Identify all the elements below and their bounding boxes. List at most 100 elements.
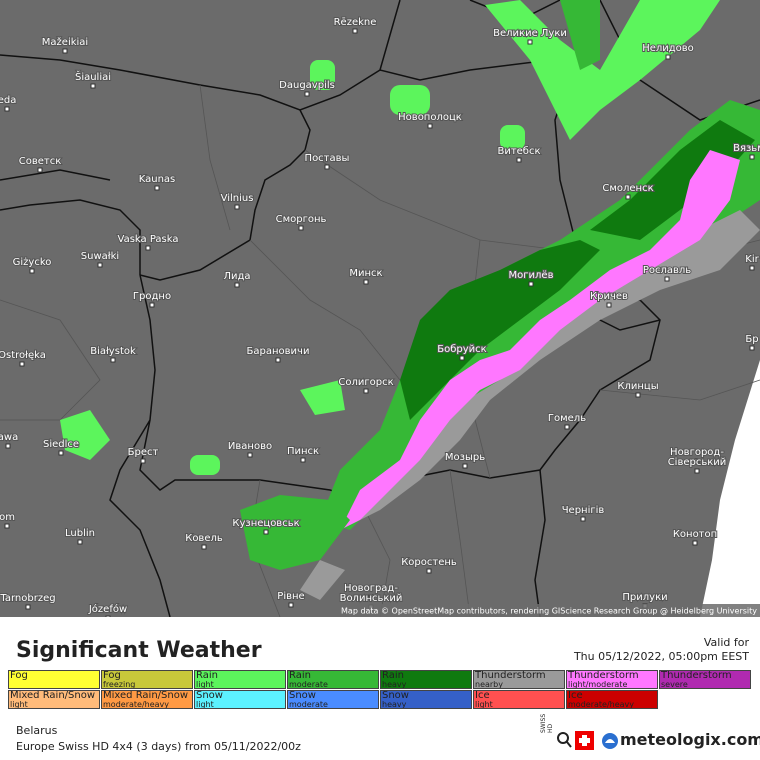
city-label: Мозырь [445,452,485,463]
city-label: Vaska Paska [118,234,179,245]
city-dot [459,355,465,361]
legend-detail: moderate [289,680,328,689]
legend-name: Thunderstorm [568,670,639,681]
city-label: Солигорск [338,377,393,388]
city-dot [363,388,369,394]
city-dot [564,424,570,430]
city-label: Конотоп [673,529,717,540]
city-dot [145,245,151,251]
legend-detail: severe [661,680,688,689]
city-label: Гродно [133,291,171,302]
city-dot [427,123,433,129]
brand: meteologix.com [620,730,760,749]
legend-name: Rain [382,670,404,681]
legend-name: Thunderstorm [475,670,546,681]
city-label: Лида [223,271,250,282]
city-dot [426,568,432,574]
legend-item: Rain moderate [287,670,379,689]
legend-item: Snow moderate [287,690,379,709]
city-label: Чернігів [562,504,605,516]
legend-item: Rain heavy [380,670,472,689]
legend-item: Snow heavy [380,690,472,709]
city-label: Вязьма [733,143,760,154]
city-dot [527,39,533,45]
city-dot [664,276,670,282]
city-dot [635,392,641,398]
attribution-bg [336,604,760,617]
attribution: Map data © OpenStreetMap contributors, r… [341,607,757,616]
city-dot [288,602,294,608]
city-label: Бобруйск [437,344,486,355]
city-dot [528,281,534,287]
legend-detail: light [475,700,493,709]
city-label: Kir [745,254,759,265]
legend-name: Rain [289,670,311,681]
city-dot [29,268,35,274]
legend-name: Snow [382,690,409,701]
city-dot [368,594,374,600]
city-dot [105,615,111,617]
city-dot [749,265,755,271]
legend-name: Snow [289,690,316,701]
map-blank [700,360,760,617]
city-labels: Rēzekne Великие Луки Mažeikiai Нелидово Šiau… [0,16,760,617]
city-label: Иваново [228,441,272,452]
city-label: Lublin [65,528,95,539]
city-label: Kaunas [139,174,176,185]
city-dot [516,157,522,163]
legend-detail: heavy [382,700,407,709]
legend-detail: moderate/heavy [103,700,169,709]
legend-detail: light [10,700,28,709]
legend-detail: light [196,700,214,709]
city-dot [692,540,698,546]
city-label: Кузнецовськ [232,518,299,529]
city-label: Кричев [590,291,628,302]
legend-name: Fog [10,670,28,681]
city-label: Волинський [340,593,403,604]
city-label: Ostrołęka [0,350,46,361]
city-dot [154,185,160,191]
legend-detail: moderate/heavy [568,700,634,709]
city-label: Сіверський [668,456,727,468]
city-dot [749,154,755,160]
city-dot [90,83,96,89]
city-label: Могилёв [509,270,554,281]
city-label: Новоград- [344,583,398,594]
city-label: Гомель [548,413,586,424]
city-dot [110,357,116,363]
legend-item: Rain light [194,670,286,689]
city-dot [4,523,10,529]
title: Significant Weather [16,638,262,663]
city-dot [263,529,269,535]
city-dot [37,167,43,173]
city-label: Rēzekne [334,17,377,28]
city-label: eda [0,95,16,106]
legend-item: Thunderstorm light/moderate [566,670,658,689]
city-label: Siedlce [43,439,79,450]
legend-detail: freezing [103,680,136,689]
legend-name: Mixed Rain/Snow [103,690,189,701]
city-label: Сморгонь [276,214,327,225]
city-label: Рославль [643,265,691,276]
city-label: Пинск [287,446,319,457]
legend-item: Mixed Rain/Snow moderate/heavy [101,690,193,709]
city-label: Šiauliai [75,70,111,83]
city-label: Mažeikiai [42,36,88,48]
weather [60,0,760,600]
legend-item: Ice light [473,690,565,709]
city-dot [5,443,11,449]
legend-item: Thunderstorm nearby [473,670,565,689]
city-dot [694,458,700,464]
city-dot [4,106,10,112]
city-dot [140,458,146,464]
city-label: Барановичи [247,346,310,357]
brand-icon [602,733,618,749]
city-label: Новгород- [670,447,724,458]
legend-name: Snow [196,690,223,701]
city-label: Józefów [88,603,127,615]
city-dot [363,279,369,285]
city-dot [97,262,103,268]
city-dot [201,544,207,550]
city-label: awa [0,432,18,443]
map-background [0,0,760,617]
